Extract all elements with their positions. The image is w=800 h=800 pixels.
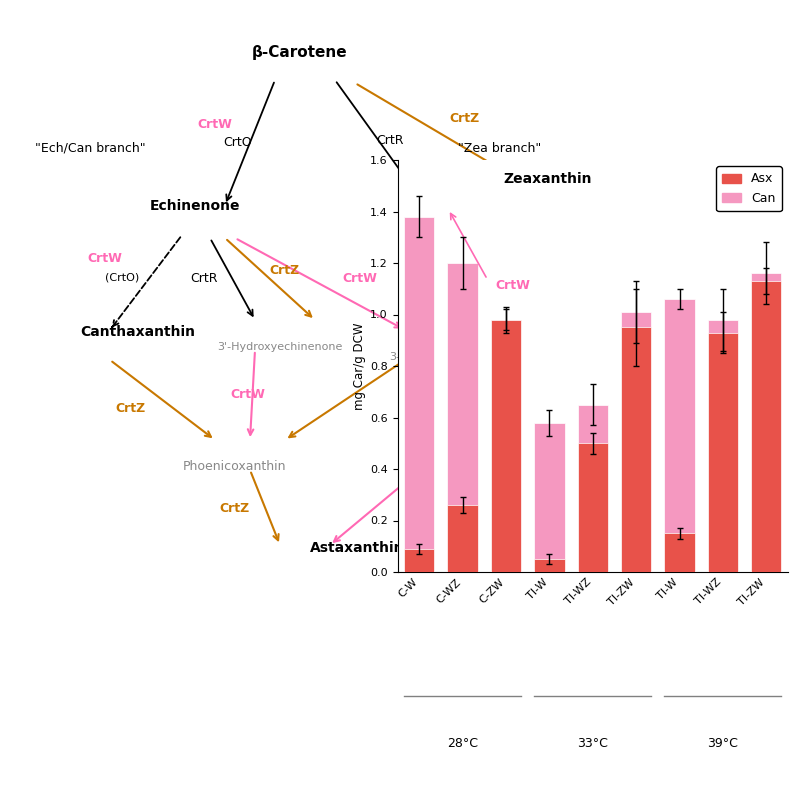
Text: CrtW: CrtW: [533, 378, 567, 391]
Text: Zeaxanthin: Zeaxanthin: [503, 172, 591, 186]
Y-axis label: mg Car/g DCW: mg Car/g DCW: [353, 322, 366, 410]
Text: 3'-Hydroxyechinenone: 3'-Hydroxyechinenone: [218, 342, 342, 352]
Text: CrtW: CrtW: [198, 118, 233, 131]
Bar: [621, 312, 651, 572]
Text: 28°C: 28°C: [447, 737, 478, 750]
Text: CrtO: CrtO: [224, 135, 252, 149]
Text: Adonirubin: Adonirubin: [406, 461, 474, 474]
Bar: [708, 320, 738, 572]
Bar: [404, 549, 434, 572]
Text: CrtZ: CrtZ: [560, 211, 590, 225]
Text: CrtZ: CrtZ: [220, 502, 250, 514]
Bar: [491, 320, 522, 572]
Bar: [708, 333, 738, 572]
Text: CrtZ: CrtZ: [450, 111, 480, 125]
Bar: [404, 217, 434, 572]
Text: CrtZ: CrtZ: [270, 263, 300, 277]
Text: CrtW: CrtW: [495, 279, 530, 293]
Text: β-Carotene: β-Carotene: [252, 46, 348, 61]
Bar: [447, 263, 478, 572]
Bar: [751, 274, 782, 572]
Bar: [447, 505, 478, 572]
Bar: [664, 299, 694, 572]
Bar: [534, 559, 565, 572]
Text: CrtZ: CrtZ: [115, 402, 145, 414]
Text: CrtW: CrtW: [87, 251, 122, 265]
Bar: [578, 443, 608, 572]
Text: CrtW: CrtW: [342, 271, 378, 285]
Bar: [664, 534, 694, 572]
Bar: [751, 281, 782, 572]
Text: 3-Hydroxyechinenone: 3-Hydroxyechinenone: [389, 352, 511, 362]
Text: (CrtO): (CrtO): [105, 273, 139, 283]
Text: CrtW: CrtW: [442, 271, 478, 285]
Text: CrtW: CrtW: [230, 389, 266, 402]
Text: CrtR: CrtR: [190, 271, 218, 285]
Text: Astaxanthin: Astaxanthin: [310, 541, 405, 555]
Text: CrtZ: CrtZ: [525, 349, 555, 362]
Text: "Ech/Can branch": "Ech/Can branch": [34, 142, 146, 154]
Text: CrtR: CrtR: [522, 242, 549, 254]
Bar: [578, 405, 608, 572]
Bar: [534, 422, 565, 572]
Text: β -Cryptoxanthin: β -Cryptoxanthin: [402, 201, 507, 214]
Text: Canthaxanthin: Canthaxanthin: [80, 325, 195, 339]
Bar: [621, 327, 651, 572]
Text: "Zea branch": "Zea branch": [458, 142, 542, 154]
Text: Echinenone: Echinenone: [150, 199, 240, 213]
Text: 33°C: 33°C: [578, 737, 608, 750]
Text: CrtR: CrtR: [376, 134, 404, 146]
Legend: Asx, Can: Asx, Can: [716, 166, 782, 211]
Text: Phoenicoxanthin: Phoenicoxanthin: [183, 461, 286, 474]
Text: 39°C: 39°C: [707, 737, 738, 750]
Bar: [491, 320, 522, 572]
